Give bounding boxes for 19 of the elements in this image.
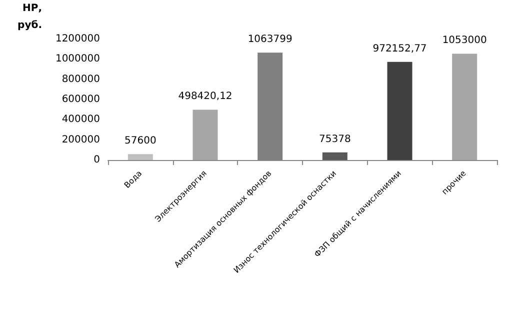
y-tick-label: 600000 xyxy=(62,94,100,105)
y-tick-label: 1000000 xyxy=(55,54,100,65)
bar xyxy=(452,54,478,160)
y-tick-label: 200000 xyxy=(62,134,100,146)
data-label: 1063799 xyxy=(248,34,292,46)
data-label: 1053000 xyxy=(442,35,487,46)
bar xyxy=(387,62,412,160)
bar xyxy=(192,110,218,160)
y-tick-label: 800000 xyxy=(62,74,100,85)
data-label: 972152,77 xyxy=(372,43,427,54)
bar xyxy=(322,152,348,160)
y-tick-label: 400000 xyxy=(62,114,100,126)
data-label: 57600 xyxy=(124,136,156,147)
y-tick-label: 1200000 xyxy=(55,33,100,44)
y-axis-title: НР, руб. xyxy=(18,3,42,31)
y-tick-label: 0 xyxy=(94,154,100,166)
data-label: 498420,12 xyxy=(178,91,232,102)
data-label: 75378 xyxy=(319,134,351,145)
bar xyxy=(128,154,153,160)
